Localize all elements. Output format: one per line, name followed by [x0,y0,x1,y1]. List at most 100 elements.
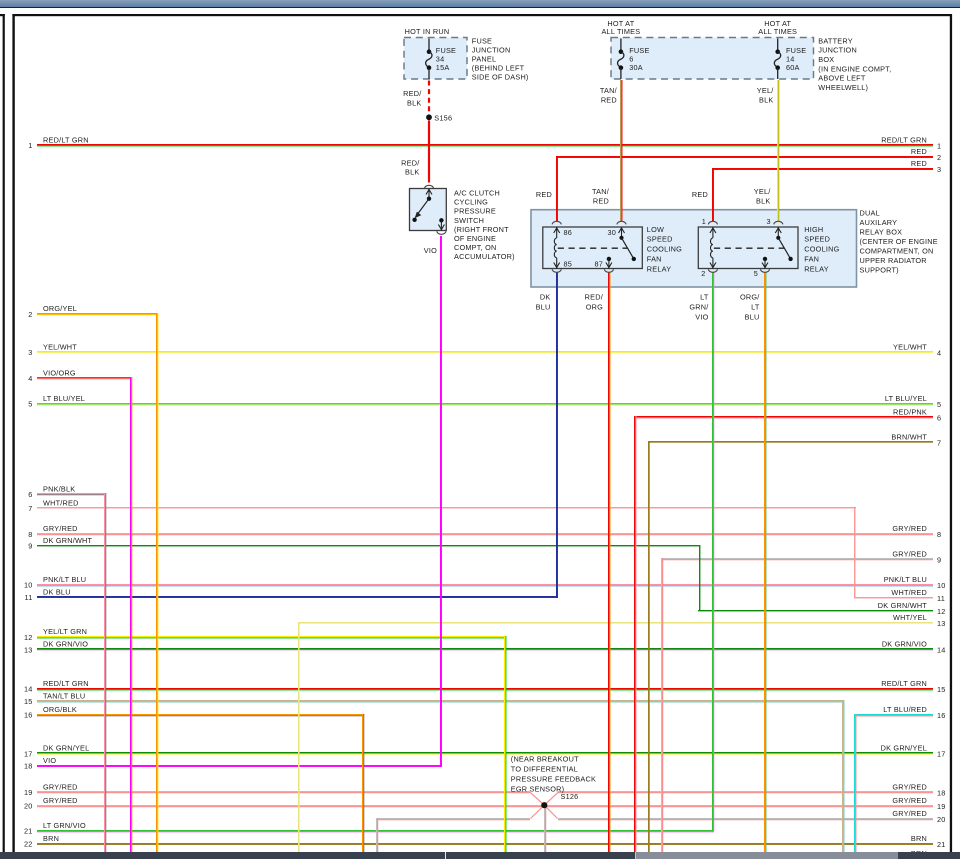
svg-text:BLU: BLU [745,313,760,322]
svg-text:85: 85 [564,259,573,268]
svg-text:PNK/BLK: PNK/BLK [43,484,75,493]
svg-text:5: 5 [937,400,941,409]
svg-text:HOT AT: HOT AT [607,19,634,28]
svg-text:DK GRN/YEL: DK GRN/YEL [881,744,927,753]
svg-text:VIO: VIO [695,313,708,322]
svg-text:WHT/RED: WHT/RED [43,499,79,508]
svg-text:2: 2 [701,269,705,278]
svg-text:10: 10 [937,581,946,590]
svg-text:4: 4 [937,348,941,357]
svg-text:14: 14 [937,646,946,655]
svg-text:SPEED: SPEED [804,235,830,244]
svg-text:16: 16 [937,711,946,720]
svg-text:6: 6 [937,413,941,422]
svg-text:BATTERY: BATTERY [818,36,853,45]
svg-text:15: 15 [937,685,946,694]
svg-text:14: 14 [24,685,33,694]
svg-text:18: 18 [937,789,946,798]
svg-text:8: 8 [937,530,941,539]
svg-text:PANEL: PANEL [472,54,497,63]
svg-text:9: 9 [28,542,32,551]
svg-text:WHT/RED: WHT/RED [891,588,927,597]
svg-text:SIDE OF DASH): SIDE OF DASH) [472,72,529,81]
svg-text:WHEELWELL): WHEELWELL) [818,83,868,92]
svg-text:FUSE: FUSE [472,36,492,45]
svg-text:RED: RED [692,190,708,199]
svg-text:16: 16 [24,711,33,720]
svg-text:DK GRN/YEL: DK GRN/YEL [43,744,89,753]
svg-text:GRY/RED: GRY/RED [892,550,927,559]
svg-text:AUXILARY: AUXILARY [860,218,898,227]
svg-text:6: 6 [629,55,633,64]
svg-text:RED/LT GRN: RED/LT GRN [43,136,89,145]
svg-text:YEL/WHT: YEL/WHT [893,342,927,351]
svg-text:(CENTER OF ENGINE: (CENTER OF ENGINE [860,237,938,246]
svg-text:FAN: FAN [804,255,819,264]
svg-text:SUPPORT): SUPPORT) [860,266,899,275]
svg-text:13: 13 [24,645,33,654]
svg-text:BLK: BLK [759,95,773,104]
svg-text:RED: RED [911,147,927,156]
svg-text:RED: RED [536,190,552,199]
svg-text:FUSE: FUSE [629,46,649,55]
svg-text:LT BLU/YEL: LT BLU/YEL [885,394,927,403]
svg-text:(RIGHT FRONT: (RIGHT FRONT [454,225,509,234]
svg-text:GRY/RED: GRY/RED [43,796,78,805]
svg-text:6: 6 [28,490,32,499]
svg-text:PRESSURE FEEDBACK: PRESSURE FEEDBACK [511,774,596,783]
svg-text:DK: DK [540,293,551,302]
svg-text:7: 7 [28,504,32,513]
svg-text:PRESSURE: PRESSURE [454,207,496,216]
svg-text:17: 17 [24,749,33,758]
svg-text:BRN: BRN [911,834,927,843]
svg-text:13: 13 [937,619,946,628]
svg-text:RED/LT GRN: RED/LT GRN [43,679,89,688]
svg-text:HOT IN RUN: HOT IN RUN [405,27,450,36]
svg-text:3: 3 [28,348,32,357]
svg-text:WHT/YEL: WHT/YEL [893,613,927,622]
svg-text:RED: RED [911,159,927,168]
svg-text:60A: 60A [786,63,800,72]
svg-text:21: 21 [24,827,33,836]
svg-text:VIO: VIO [43,756,56,765]
svg-text:RELAY: RELAY [647,264,672,273]
svg-text:GRY/RED: GRY/RED [43,524,78,533]
svg-text:21: 21 [937,840,946,849]
svg-text:RELAY BOX: RELAY BOX [860,228,903,237]
svg-text:ORG/YEL: ORG/YEL [43,304,77,313]
svg-text:7: 7 [937,438,941,447]
svg-text:GRY/RED: GRY/RED [43,783,78,792]
svg-text:COMPARTMENT, ON: COMPARTMENT, ON [860,247,934,256]
svg-text:ALL TIMES: ALL TIMES [758,27,797,36]
svg-text:BOX: BOX [818,55,834,64]
svg-text:JUNCTION: JUNCTION [472,45,511,54]
svg-text:15: 15 [24,697,33,706]
svg-text:30A: 30A [629,63,643,72]
svg-text:GRY/RED: GRY/RED [892,524,927,533]
svg-text:VIO: VIO [424,246,437,255]
svg-text:YEL/: YEL/ [757,86,774,95]
svg-text:RED/LT GRN: RED/LT GRN [881,679,927,688]
svg-text:RED/: RED/ [585,293,604,302]
svg-text:CYCLING: CYCLING [454,198,488,207]
svg-text:17: 17 [937,750,946,759]
svg-text:ORG: ORG [586,303,603,312]
svg-text:JUNCTION: JUNCTION [818,46,857,55]
svg-text:A/C CLUTCH: A/C CLUTCH [454,189,500,198]
svg-text:5: 5 [28,400,32,409]
svg-text:18: 18 [24,762,33,771]
svg-text:8: 8 [28,530,32,539]
svg-text:BLK: BLK [756,197,770,206]
svg-text:12: 12 [24,633,33,642]
svg-text:GRN/: GRN/ [689,303,709,312]
svg-text:HIGH: HIGH [804,225,823,234]
svg-text:5: 5 [754,269,758,278]
svg-text:FAN: FAN [647,255,662,264]
svg-text:PNK/LT BLU: PNK/LT BLU [43,575,86,584]
svg-text:COMPT, ON: COMPT, ON [454,243,497,252]
svg-text:1: 1 [937,142,941,151]
svg-text:YEL/: YEL/ [754,187,771,196]
svg-text:20: 20 [937,815,946,824]
svg-text:19: 19 [937,802,946,811]
svg-text:3: 3 [767,217,771,226]
